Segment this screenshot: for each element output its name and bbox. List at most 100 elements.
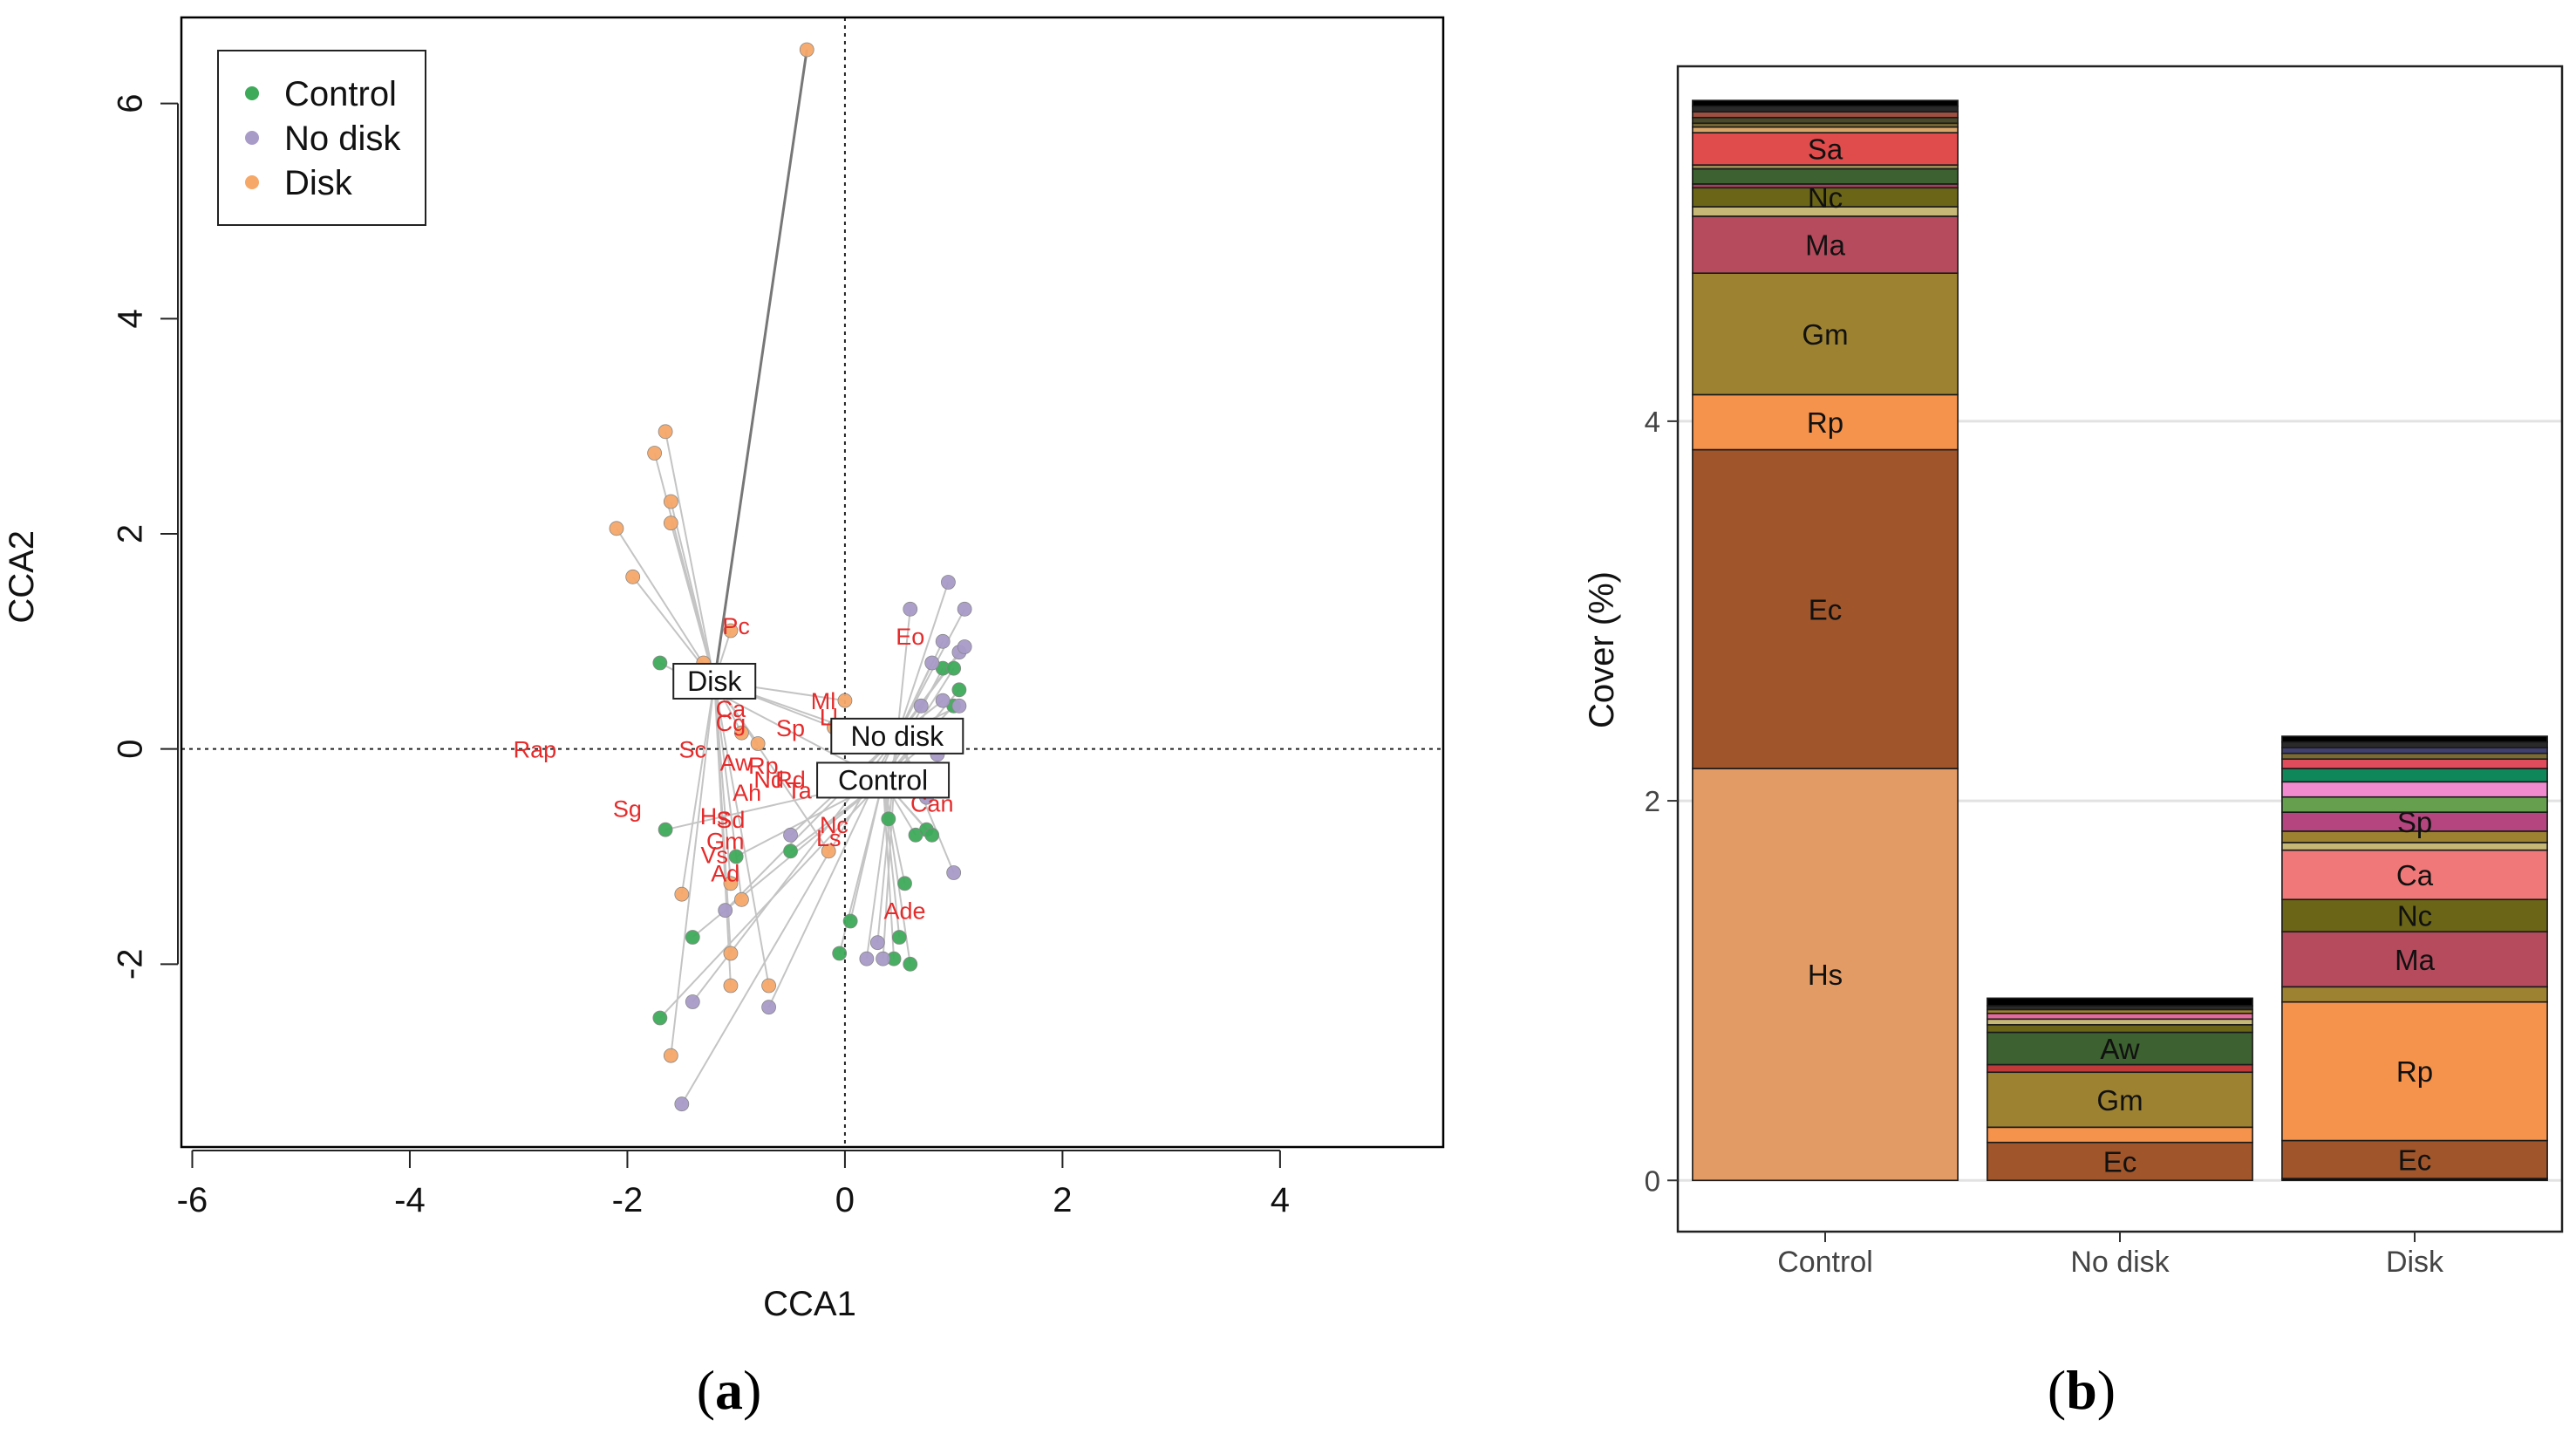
species-label: Eo [896, 624, 924, 650]
point-disk [647, 446, 663, 461]
y-tick-label: 0 [112, 740, 150, 759]
bar-segment [1692, 272, 1959, 396]
species-label: Sp [776, 715, 805, 741]
connector-line [670, 680, 716, 1056]
species-label: Rap [514, 737, 557, 763]
point-disk [821, 843, 836, 859]
panel-label-a-letter: a [715, 1359, 743, 1421]
bar-segment [2281, 849, 2548, 901]
species-label: Sd [716, 807, 745, 833]
sample-points [609, 42, 972, 1112]
panel-label-a-open: ( [697, 1359, 715, 1421]
point-no-disk [951, 698, 967, 714]
bar-segment [1987, 1031, 2253, 1066]
connector-line [670, 522, 716, 682]
segment-label: Ec [2103, 1145, 2137, 1178]
point-no-disk [935, 633, 951, 649]
connector-line [838, 780, 884, 954]
point-control [903, 956, 918, 972]
bar-no-disk: Ec Gm Aw [1987, 997, 2253, 1182]
point-control [652, 1010, 668, 1026]
plot-frame [180, 16, 1445, 1149]
panel-label-b-letter: b [2066, 1359, 2097, 1421]
x-axis: -6 -4 -2 0 2 4 [177, 1150, 1290, 1219]
panel-label-a-close: ) [743, 1359, 761, 1421]
point-no-disk [903, 601, 918, 617]
species-label: Ta [787, 778, 813, 804]
segment-label: Ma [2395, 944, 2435, 976]
segment-label: Nc [2397, 900, 2432, 932]
x-tick-label: 0 [835, 1181, 855, 1219]
point-no-disk [957, 639, 972, 654]
panel-label-b: (b) [2048, 1359, 2116, 1421]
point-no-disk [674, 1096, 690, 1112]
species-label: Nc [820, 812, 848, 838]
bar-segment [1987, 1126, 2253, 1144]
segment-label: Ma [1805, 229, 1845, 262]
point-disk [723, 946, 739, 961]
species-label: Pc [722, 613, 750, 639]
legend-marker [245, 131, 259, 145]
point-disk [799, 42, 814, 58]
bar-segment [1692, 126, 1959, 133]
connector-line [712, 49, 808, 682]
point-no-disk [913, 698, 929, 714]
segment-label: Gm [2096, 1084, 2143, 1116]
segment-label: Aw [2100, 1033, 2139, 1065]
centroid-label: Disk [672, 662, 757, 700]
bar-segment [1987, 1012, 2253, 1021]
centroid-box [830, 717, 964, 755]
segment-label: Sa [1808, 133, 1843, 166]
bar-segment [2281, 735, 2548, 743]
species-label: Rp [748, 753, 779, 779]
bar-segment [2281, 796, 2548, 813]
point-disk [663, 494, 678, 509]
connector-line [896, 582, 950, 737]
segment-label: Ca [2396, 859, 2434, 891]
connector-line [896, 608, 966, 737]
point-disk [734, 725, 749, 741]
segment-label: Gm [1802, 318, 1848, 351]
point-no-disk [869, 935, 885, 951]
bar-segment [1987, 1018, 2253, 1026]
bar-segment [2281, 752, 2548, 761]
y-axis-label: CCA2 [3, 530, 41, 624]
species-label: Sg [613, 796, 642, 823]
bar-segment [1987, 1024, 2253, 1034]
bar-segment [1987, 1063, 2253, 1074]
species-label: Ml [811, 688, 836, 714]
point-control [685, 930, 700, 945]
connector-line [680, 680, 716, 895]
x-tick-label: 2 [1053, 1181, 1072, 1219]
species-label: Ah [733, 780, 761, 806]
point-control [783, 843, 798, 859]
point-no-disk [718, 903, 733, 918]
segment-label: Rp [2396, 1055, 2433, 1088]
legend-label: Control [284, 75, 397, 113]
point-disk [723, 876, 739, 891]
legend-marker [245, 86, 259, 100]
species-label: Cg [716, 710, 746, 736]
panel-label-b-close: ) [2097, 1359, 2116, 1421]
point-disk [663, 1048, 678, 1063]
connector-line [664, 431, 716, 682]
point-no-disk [685, 994, 700, 1009]
y-tick-label: 4 [1645, 406, 1660, 438]
x-tick-label: -4 [394, 1181, 426, 1219]
group-centroid-labels: Disk No disk Control [672, 662, 964, 799]
x-tick-label: 4 [1271, 1181, 1290, 1219]
bar-segment [2281, 758, 2548, 769]
species-label: Ca [716, 696, 746, 722]
segment-label: Rp [1807, 406, 1843, 439]
y-tick-label: -2 [112, 949, 150, 980]
segment-label: Ec [1809, 593, 1843, 625]
point-control [881, 811, 896, 827]
y-tick-label: 0 [1645, 1164, 1660, 1197]
bar-segment [1692, 448, 1959, 769]
point-no-disk [859, 951, 875, 966]
legend: Control No disk Disk [217, 50, 426, 226]
connector-line [713, 680, 770, 987]
bar-segment [2281, 898, 2548, 933]
point-no-disk [946, 865, 962, 880]
